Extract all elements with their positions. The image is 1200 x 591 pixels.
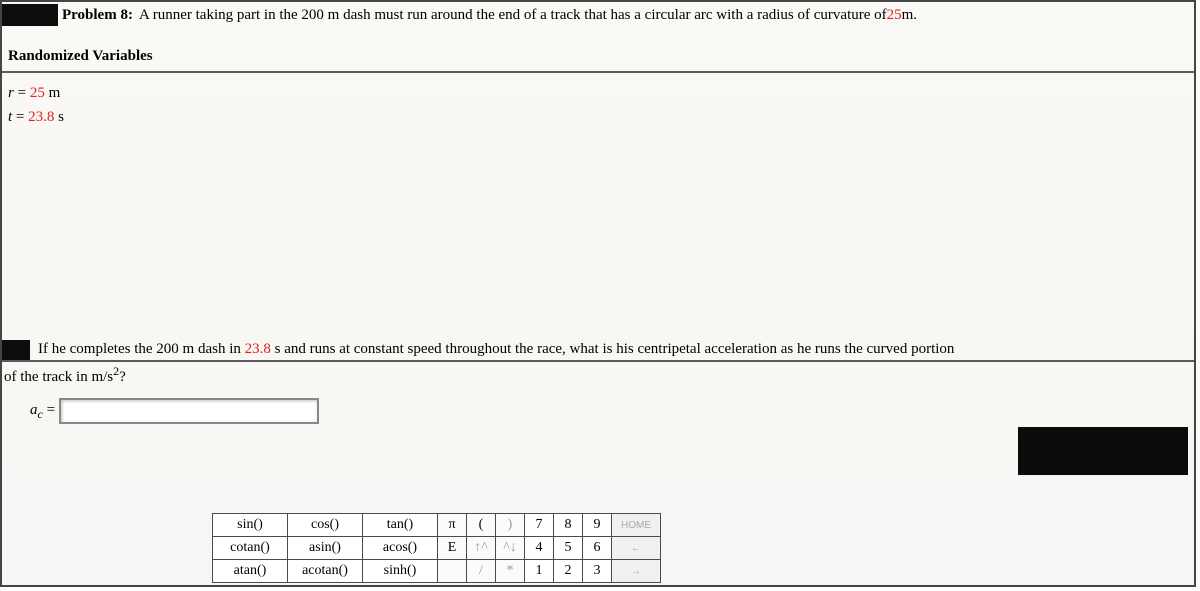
calc-key-[interactable]: / xyxy=(467,560,496,583)
calc-key-[interactable]: ) xyxy=(496,514,525,537)
calc-key-6[interactable]: 6 xyxy=(583,537,612,560)
calc-key-[interactable]: → xyxy=(612,560,661,583)
problem-label: Problem 8: xyxy=(62,7,133,24)
variables-block: r = 25 m t = 23.8 s xyxy=(2,73,1194,129)
calc-key-atan[interactable]: atan() xyxy=(213,560,288,583)
calc-key-sin[interactable]: sin() xyxy=(213,514,288,537)
calc-key-sinh[interactable]: sinh() xyxy=(363,560,438,583)
r-eq: = xyxy=(14,85,30,101)
calc-key-e[interactable]: E xyxy=(438,537,467,560)
calc-key-acotan[interactable]: acotan() xyxy=(288,560,363,583)
question-line2: of the track in m/s2? xyxy=(2,362,1194,386)
calc-key-[interactable]: ( xyxy=(467,514,496,537)
calc-key-[interactable]: ^↓ xyxy=(496,537,525,560)
problem-text-before: A runner taking part in the 200 m dash m… xyxy=(139,7,887,24)
calc-key-9[interactable]: 9 xyxy=(583,514,612,537)
problem-text-after: m. xyxy=(902,7,917,24)
calc-key-acos[interactable]: acos() xyxy=(363,537,438,560)
calc-key-7[interactable]: 7 xyxy=(525,514,554,537)
question-full-block: If he completes the 200 m dash in 23.8 s… xyxy=(2,339,1194,386)
r-value: 25 xyxy=(30,85,45,101)
problem-header-row: Problem 8: A runner taking part in the 2… xyxy=(2,2,1194,30)
answer-symbol: ac xyxy=(30,402,43,418)
t-eq: = xyxy=(12,109,28,125)
calc-key-4[interactable]: 4 xyxy=(525,537,554,560)
t-value: 23.8 xyxy=(28,109,54,125)
answer-eq: = xyxy=(43,402,59,418)
calculator-keypad: sin()cos()tan()π()789HOME cotan()asin()ac… xyxy=(212,513,661,583)
calc-key-r2c3[interactable] xyxy=(438,560,467,583)
calc-key-[interactable]: ← xyxy=(612,537,661,560)
calc-key-[interactable]: π xyxy=(438,514,467,537)
calc-key-2[interactable]: 2 xyxy=(554,560,583,583)
calc-key-3[interactable]: 3 xyxy=(583,560,612,583)
redacted-box xyxy=(2,4,58,26)
randomized-variables-header: Randomized Variables xyxy=(2,30,1194,71)
calc-key-tan[interactable]: tan() xyxy=(363,514,438,537)
part-marker xyxy=(2,340,30,360)
answer-input[interactable] xyxy=(59,398,319,424)
q-time: 23.8 xyxy=(245,341,271,357)
q-after: s and runs at constant speed throughout … xyxy=(271,341,955,357)
question-full-text: If he completes the 200 m dash in 23.8 s… xyxy=(34,339,1194,360)
calc-key-[interactable]: * xyxy=(496,560,525,583)
calc-key-[interactable]: ↑^ xyxy=(467,537,496,560)
calc-key-home[interactable]: HOME xyxy=(612,514,661,537)
t-unit: s xyxy=(54,109,64,125)
calc-key-cos[interactable]: cos() xyxy=(288,514,363,537)
r-unit: m xyxy=(45,85,60,101)
variable-r: r = 25 m xyxy=(8,81,1194,105)
calc-key-5[interactable]: 5 xyxy=(554,537,583,560)
variable-t: t = 23.8 s xyxy=(8,105,1194,129)
q-before: If he completes the 200 m dash in xyxy=(38,341,245,357)
calc-key-asin[interactable]: asin() xyxy=(288,537,363,560)
problem-frame: Problem 8: A runner taking part in the 2… xyxy=(0,0,1196,587)
calc-key-cotan[interactable]: cotan() xyxy=(213,537,288,560)
calc-key-1[interactable]: 1 xyxy=(525,560,554,583)
q-qmark: ? xyxy=(119,369,126,385)
feedback-redacted-box xyxy=(1018,427,1188,475)
answer-a: a xyxy=(30,402,38,418)
answer-row: ac = xyxy=(30,398,1194,424)
calc-key-8[interactable]: 8 xyxy=(554,514,583,537)
radius-value: 25 xyxy=(887,7,902,24)
